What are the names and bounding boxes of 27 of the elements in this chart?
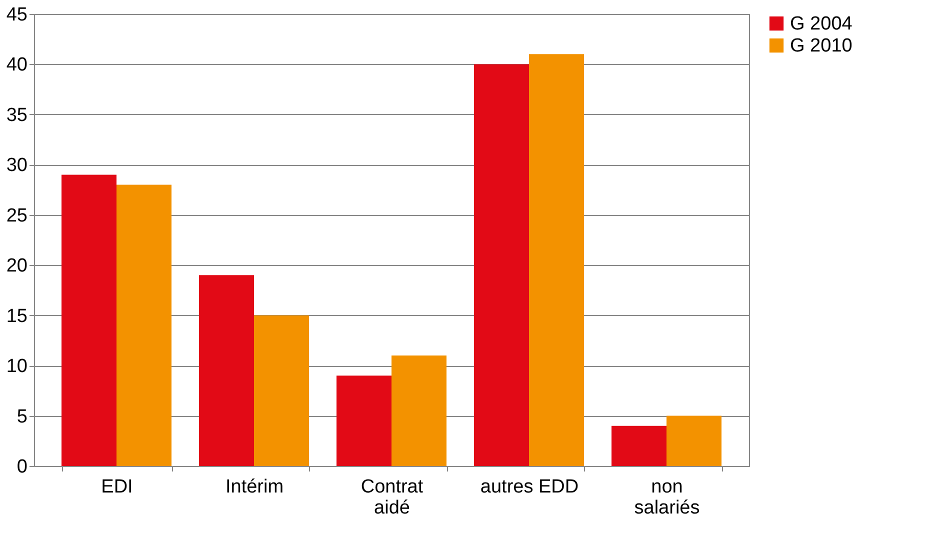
y-tick-label: 0 bbox=[16, 456, 28, 478]
y-tick-label: 10 bbox=[6, 356, 28, 378]
bar bbox=[474, 64, 529, 466]
y-tick-label: 35 bbox=[6, 104, 28, 126]
y-tick-label: 5 bbox=[16, 406, 28, 428]
x-tick-label: EDI bbox=[101, 476, 133, 498]
legend-label: G 2004 bbox=[790, 14, 853, 34]
legend-label: G 2010 bbox=[790, 36, 852, 56]
y-tick-label: 45 bbox=[6, 4, 28, 26]
y-tick-label: 30 bbox=[6, 155, 28, 176]
bar bbox=[254, 315, 309, 466]
bar bbox=[666, 416, 722, 466]
x-tick-label: autres EDD bbox=[480, 476, 579, 498]
x-tick-label: non salariés bbox=[634, 476, 700, 518]
x-tick-label: Contrat aidé bbox=[360, 476, 424, 518]
y-tick-label: 20 bbox=[6, 256, 28, 277]
bar bbox=[529, 54, 584, 466]
bar bbox=[116, 184, 172, 466]
bar bbox=[199, 275, 254, 466]
x-tick-label: Intérim bbox=[225, 476, 284, 498]
bar bbox=[62, 174, 116, 466]
y-tick-label: 40 bbox=[6, 54, 28, 76]
y-tick-label: 15 bbox=[6, 306, 28, 327]
bar bbox=[612, 426, 666, 466]
bar bbox=[336, 376, 392, 466]
bar bbox=[392, 356, 446, 466]
y-tick-label: 25 bbox=[6, 205, 28, 226]
